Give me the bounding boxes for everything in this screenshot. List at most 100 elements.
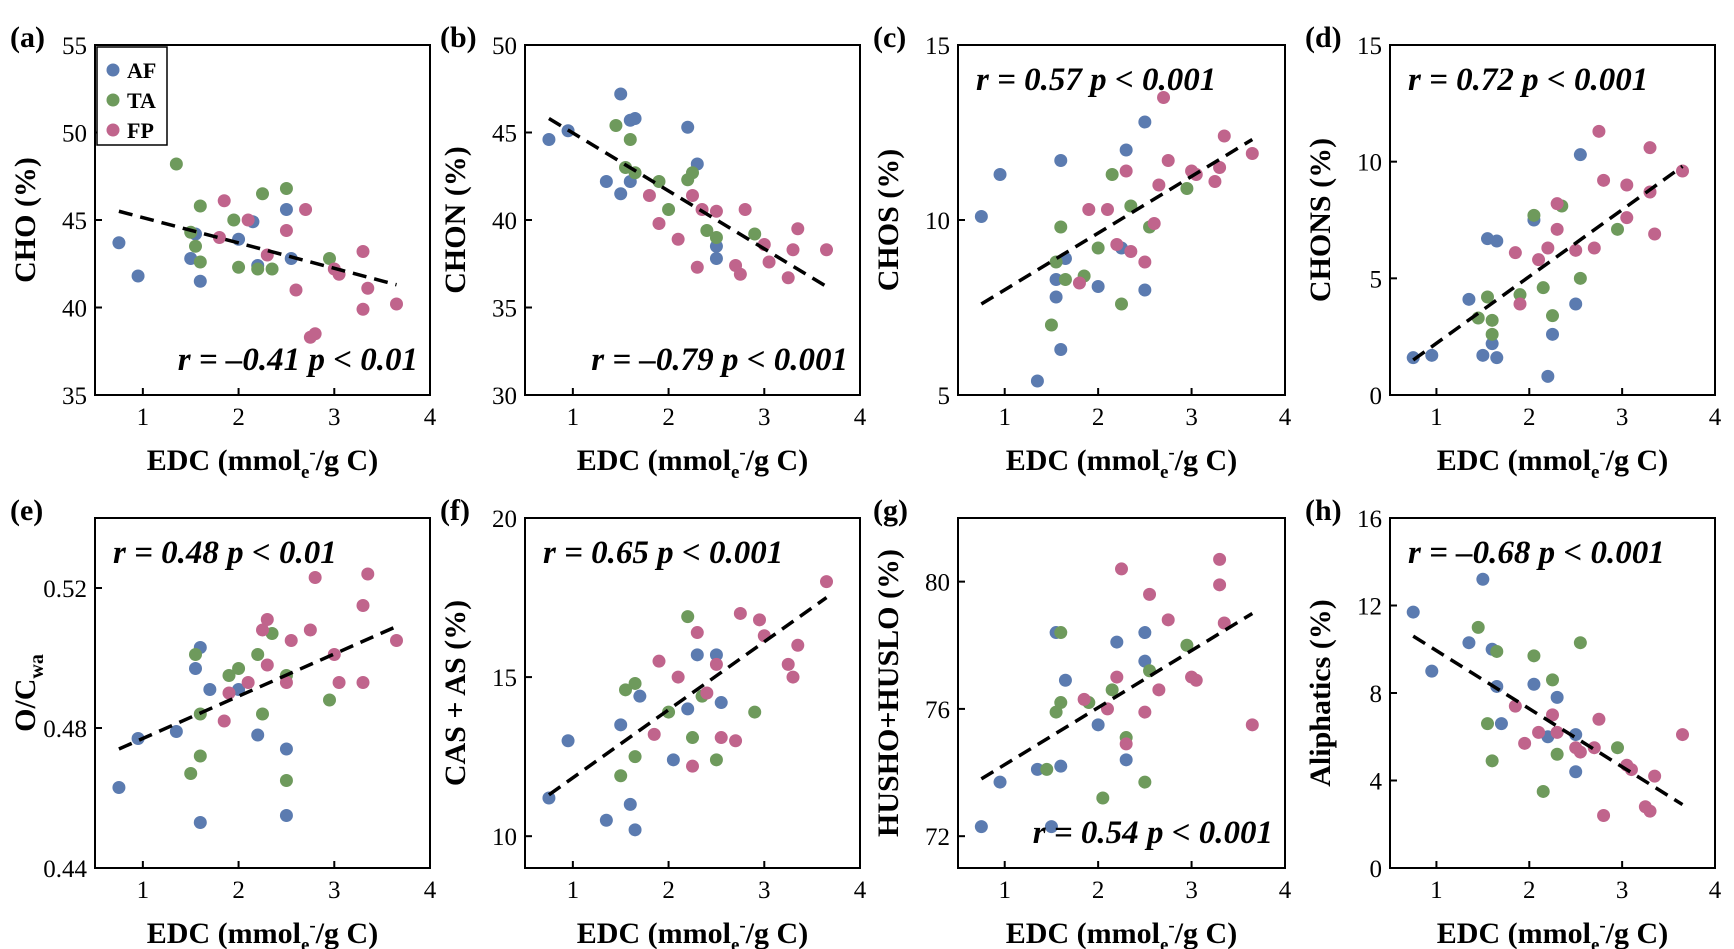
point-fp bbox=[1508, 246, 1522, 260]
y-axis-label-main: CAS + AS (%) bbox=[439, 600, 472, 786]
x-axis-label-sub: e bbox=[301, 462, 309, 483]
y-tick-label: 10 bbox=[492, 824, 517, 851]
point-ta bbox=[1040, 762, 1054, 776]
point-fp bbox=[1587, 741, 1601, 755]
x-axis-label-main: EDC (mmol bbox=[147, 917, 301, 949]
y-axis-label: O/Cwa bbox=[9, 654, 48, 732]
x-tick-label: 3 bbox=[328, 877, 341, 904]
point-af bbox=[131, 269, 145, 283]
point-ta bbox=[709, 753, 723, 767]
point-ta bbox=[628, 676, 642, 690]
x-axis-label-tail: /g C) bbox=[1174, 444, 1238, 477]
point-ta bbox=[686, 731, 699, 745]
point-af bbox=[193, 274, 207, 288]
point-af bbox=[993, 775, 1007, 789]
legend-label-ta: TA bbox=[127, 88, 156, 113]
point-af bbox=[614, 87, 628, 101]
point-fp bbox=[1620, 178, 1634, 192]
point-af bbox=[1406, 351, 1420, 365]
point-af bbox=[1476, 572, 1490, 586]
point-fp bbox=[738, 203, 752, 216]
point-fp bbox=[1643, 141, 1657, 155]
point-ta bbox=[1546, 673, 1559, 687]
point-fp bbox=[299, 203, 313, 216]
stat-annotation: r = 0.72 p < 0.001 bbox=[1408, 62, 1648, 98]
point-fp bbox=[1508, 699, 1522, 713]
p-value: p < 0.001 bbox=[1536, 535, 1665, 571]
point-ta bbox=[700, 224, 714, 237]
x-axis-label-sup: - bbox=[1168, 442, 1174, 463]
point-fp bbox=[1138, 255, 1152, 269]
x-tick-label: 1 bbox=[998, 877, 1011, 904]
stat-gap bbox=[1514, 62, 1522, 98]
fit-line bbox=[1412, 634, 1684, 807]
point-ta bbox=[1054, 696, 1068, 710]
point-ta bbox=[1546, 309, 1559, 323]
point-fp bbox=[791, 222, 805, 236]
y-tick-label: 0.48 bbox=[43, 716, 87, 743]
point-fp bbox=[733, 267, 747, 281]
point-fp bbox=[308, 571, 322, 584]
point-fp bbox=[1518, 736, 1532, 750]
point-fp bbox=[284, 634, 298, 647]
panel-label: (d) bbox=[1305, 21, 1342, 54]
point-af bbox=[189, 662, 202, 675]
panel-label: (e) bbox=[10, 494, 43, 527]
y-axis-label: CHOS (%) bbox=[872, 149, 905, 292]
point-ta bbox=[279, 182, 293, 195]
y-tick-label: 30 bbox=[492, 383, 517, 410]
fit-line bbox=[980, 138, 1254, 306]
point-ta bbox=[1105, 168, 1119, 181]
legend-marker-fp bbox=[106, 123, 120, 137]
x-axis-label-tail: /g C) bbox=[745, 917, 809, 949]
point-ta bbox=[652, 175, 666, 188]
point-ta bbox=[184, 767, 198, 780]
point-fp bbox=[1110, 238, 1124, 251]
point-ta bbox=[686, 166, 699, 180]
point-ta bbox=[1054, 220, 1068, 234]
point-af bbox=[681, 120, 695, 134]
fit-line bbox=[548, 117, 828, 288]
x-axis-label-main: EDC (mmol bbox=[577, 917, 731, 949]
x-axis-label-tail: /g C) bbox=[1174, 917, 1238, 949]
panel-label: (h) bbox=[1305, 494, 1342, 527]
point-fp bbox=[642, 189, 656, 202]
point-af bbox=[1494, 717, 1508, 731]
point-fp bbox=[1138, 705, 1152, 719]
x-tick-label: 3 bbox=[758, 404, 771, 431]
point-fp bbox=[1072, 276, 1086, 290]
x-tick-label: 2 bbox=[232, 877, 245, 904]
point-fp bbox=[241, 213, 255, 227]
stat-gap bbox=[1082, 62, 1090, 98]
panel-label: (c) bbox=[873, 21, 906, 54]
point-af bbox=[193, 816, 207, 829]
point-af bbox=[1058, 673, 1072, 687]
y-tick-label: 0.44 bbox=[43, 856, 87, 883]
x-axis-label-sup: - bbox=[309, 915, 315, 936]
fit-line bbox=[118, 624, 398, 751]
point-af bbox=[628, 112, 642, 125]
y-tick-label: 15 bbox=[925, 33, 950, 60]
point-ta bbox=[251, 262, 265, 276]
point-ta bbox=[193, 199, 207, 213]
y-tick-label: 35 bbox=[62, 383, 87, 410]
point-fp bbox=[820, 243, 833, 257]
y-tick-label: 55 bbox=[62, 33, 87, 60]
y-axis-label-main: Aliphatics (%) bbox=[1304, 599, 1337, 787]
stat-annotation: r = 0.57 p < 0.001 bbox=[976, 62, 1216, 98]
panel-label: (b) bbox=[440, 21, 477, 54]
x-tick-label: 3 bbox=[1616, 404, 1629, 431]
point-ta bbox=[1105, 683, 1119, 697]
point-af bbox=[614, 187, 628, 201]
point-af bbox=[279, 203, 293, 216]
point-fp bbox=[820, 575, 833, 589]
point-fp bbox=[356, 599, 370, 612]
point-af bbox=[1569, 765, 1583, 779]
point-ta bbox=[1527, 208, 1541, 222]
point-af bbox=[1406, 605, 1420, 619]
point-fp bbox=[212, 231, 226, 244]
point-fp bbox=[1597, 173, 1611, 187]
x-axis-label-main: EDC (mmol bbox=[1437, 444, 1591, 477]
p-value: p < 0.01 bbox=[305, 342, 418, 378]
point-fp bbox=[781, 271, 795, 285]
